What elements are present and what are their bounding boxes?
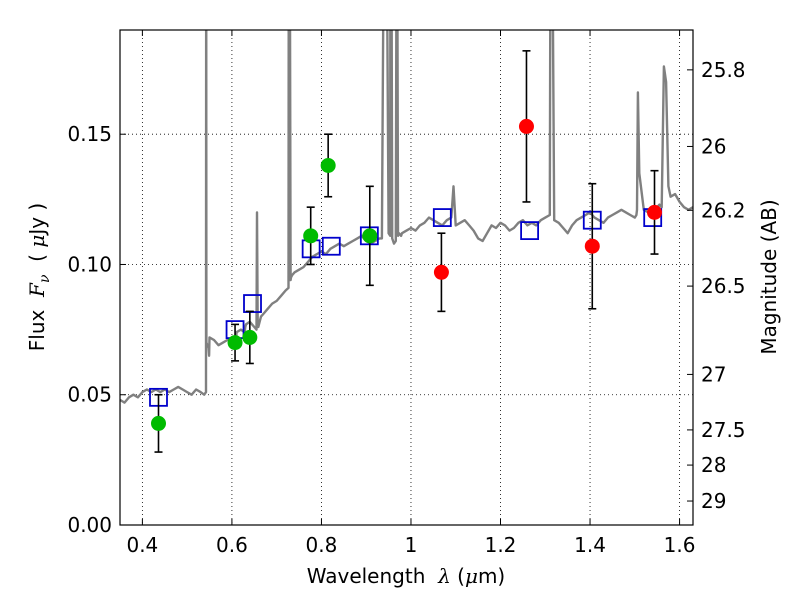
y2-tick-label: 29 [701,489,726,513]
model-spectrum [120,30,693,404]
observed-point [518,118,534,134]
y2-tick-label: 27.5 [701,418,746,442]
observed-point [584,238,600,254]
x-axis-label-mu: μ [465,564,478,588]
y-tick-label: 0.10 [67,252,112,276]
observed-point [433,264,449,280]
observed-point [362,228,378,244]
x-axis-label-text: Wavelength [307,564,438,588]
x-tick-label: 0.4 [126,533,158,557]
y-axis-label-nu: ν [37,274,53,283]
y-axis-label-mu: μ [25,235,49,248]
grid [120,30,693,526]
plot-frame [119,29,694,526]
x-axis-label: Wavelength λ (μm) [307,564,506,588]
y2-tick-label: 26.2 [701,198,746,222]
observed-point [242,329,258,345]
model-square-point [321,236,341,256]
y-axis-label-text: Flux [25,297,49,351]
y2-tick-label: 26 [701,134,726,158]
x-tick-label: 1.6 [664,533,696,557]
observed-point [303,228,319,244]
model-square-point [432,208,452,227]
x-tick-label: 1 [405,533,418,557]
x-tick-label: 0.6 [216,533,248,557]
y-tick-label: 0.00 [67,513,112,537]
y2-tick-label: 28 [701,453,726,477]
x-axis-label-lambda: λ [437,564,451,588]
y-axis-label-unit: Jy ) [25,203,49,237]
observed-point [647,204,663,220]
x-axis-label-open: ( [451,564,465,588]
axis-ticks: 0.4 0.6 0.8 1 1.2 1.4 1.6 0.00 0.05 0.10 0.15 25.8 2… [67,30,746,557]
y2-tick-label: 27 [701,362,726,386]
observed-point [227,335,243,351]
x-tick-label: 1.2 [485,533,517,557]
observed-point [320,157,336,173]
x-axis-label-unit: m) [478,564,505,588]
y-axis-label: Flux Fν ( μJy ) [25,203,53,351]
y2-axis-label: Magnitude (AB) [757,199,781,354]
plot-background [120,30,693,525]
y-tick-label: 0.05 [67,383,112,407]
observed-point [150,415,166,431]
spectrum-line [120,30,693,404]
y-tick-label: 0.15 [67,122,112,146]
data-marks [149,50,663,453]
y-axis-label-open: ( [25,248,49,275]
y-axis-label-f: F [25,282,49,298]
x-tick-label: 1.4 [574,533,606,557]
model-square-point [520,221,540,241]
y2-tick-label: 26.5 [701,274,746,298]
x-tick-label: 0.8 [306,533,338,557]
y2-tick-label: 25.8 [701,58,746,82]
